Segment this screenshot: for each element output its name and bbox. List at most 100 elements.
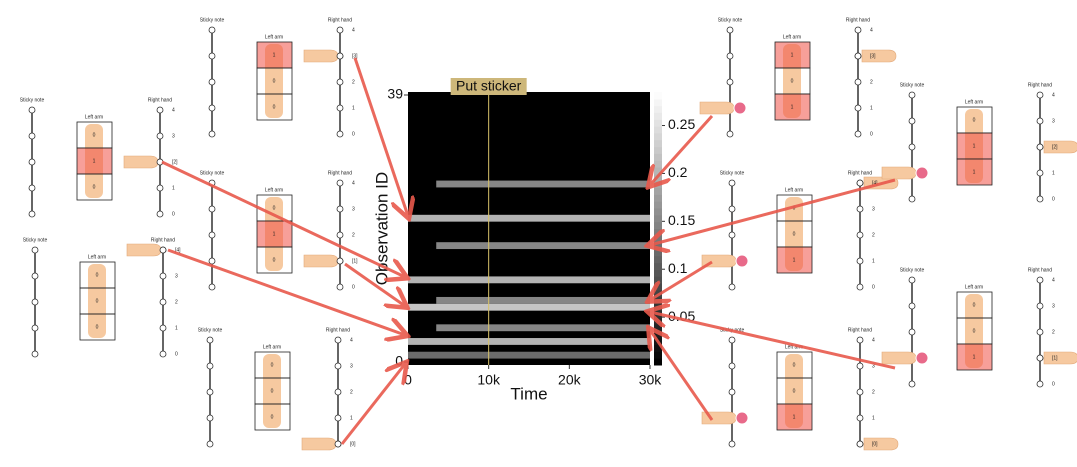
band: [436, 324, 650, 332]
y-tick-label: 39: [387, 86, 403, 102]
arm-value: 0: [273, 257, 276, 263]
arrow: [650, 178, 896, 245]
colorbar-step: [654, 351, 662, 359]
sticky-label: Sticky note: [23, 237, 48, 243]
colorbar-step: [654, 269, 662, 277]
sticker: [735, 411, 749, 425]
arm-value: 1: [93, 158, 96, 164]
sticky-node: [206, 440, 214, 448]
sticky-node: [28, 132, 36, 140]
hand-node: [336, 130, 344, 138]
arm-value: 0: [273, 104, 276, 110]
hand: [303, 49, 339, 63]
arm-label: Left arm: [783, 34, 801, 40]
title: Put sticker: [456, 78, 522, 94]
arm-value: 0: [973, 328, 976, 334]
sticky-label: Sticky note: [900, 82, 925, 88]
hand: [126, 243, 162, 257]
hand-position: [856, 179, 864, 187]
band: [436, 296, 650, 304]
hand-label: Right hand: [326, 327, 350, 333]
colorbar-step: [654, 132, 662, 141]
panel: Sticky note Left arm 0 0 1 Right hand 3 2 1 0 [4]: [701, 170, 899, 291]
sticky-node: [908, 117, 916, 125]
band: [408, 303, 650, 311]
sticky-label: Sticky note: [718, 17, 743, 23]
sticky-node: [28, 106, 36, 114]
hand-value: [2]: [172, 159, 178, 165]
hand-node: [856, 257, 864, 265]
hand-label: Right hand: [846, 17, 870, 23]
hand-node: [336, 205, 344, 213]
level-label: 3: [1052, 303, 1055, 309]
band: [436, 242, 650, 250]
colorbar-step: [654, 201, 662, 209]
arm-value: 1: [791, 52, 794, 58]
level-label: 3: [175, 273, 178, 279]
arm-label: Left arm: [965, 284, 983, 290]
sticky-node: [728, 336, 736, 344]
hand: [881, 166, 917, 180]
hand-node: [856, 283, 864, 291]
colorbar-tick-label: 0.2: [668, 164, 688, 180]
arm-value: 0: [271, 414, 274, 420]
hand-label: Right hand: [848, 327, 872, 333]
hand-node: [854, 130, 862, 138]
sticky-node: [908, 380, 916, 388]
level-label: 2: [175, 299, 178, 305]
hand-node: [856, 414, 864, 422]
hand: [1043, 351, 1077, 365]
colorbar-step: [654, 303, 662, 311]
hand: [861, 49, 897, 63]
hand-node: [1036, 328, 1044, 336]
x-axis-label: Time: [510, 384, 547, 403]
level-label: 0: [870, 131, 873, 137]
arrows: [161, 57, 896, 445]
sticker: [915, 351, 929, 365]
sticky-node: [28, 210, 36, 218]
hand-node: [856, 231, 864, 239]
level-label: 3: [872, 206, 875, 212]
level-label: 1: [352, 105, 355, 111]
hand-position: [159, 246, 167, 254]
hand: [301, 437, 337, 451]
arm-value: 0: [973, 302, 976, 308]
sticky-node: [728, 231, 736, 239]
arm-value: 1: [791, 104, 794, 110]
colorbar-step: [654, 187, 662, 195]
sticky-label: Sticky note: [200, 170, 225, 176]
arm-label: Left arm: [85, 114, 103, 120]
sticky-node: [728, 205, 736, 213]
level-label: 2: [1052, 329, 1055, 335]
colorbar-step: [654, 160, 662, 168]
hand: [123, 155, 159, 169]
colorbar-step: [654, 180, 662, 189]
hand-node: [159, 298, 167, 306]
hand-node: [159, 272, 167, 280]
sticky-node: [726, 52, 734, 60]
level-label: 4: [352, 180, 355, 186]
arm-box: [776, 403, 813, 431]
sticky-node: [28, 158, 36, 166]
sticky-node: [908, 143, 916, 151]
hand-label: Right hand: [328, 17, 352, 23]
colorbar-step: [654, 221, 662, 229]
level-label: 2: [872, 232, 875, 238]
arm-value: 0: [273, 78, 276, 84]
hand-label: Right hand: [151, 237, 175, 243]
sticky-node: [726, 26, 734, 34]
arm-box: [256, 220, 293, 248]
hand-node: [334, 388, 342, 396]
arrow: [344, 262, 405, 306]
hand-label: Right hand: [328, 170, 352, 176]
colorbar-step: [654, 208, 662, 216]
arm-value: 1: [973, 354, 976, 360]
arm-label: Left arm: [265, 187, 283, 193]
level-label: 0: [872, 284, 875, 290]
sticky-node: [206, 362, 214, 370]
level-label: 4: [350, 337, 353, 343]
arrow: [340, 364, 405, 445]
